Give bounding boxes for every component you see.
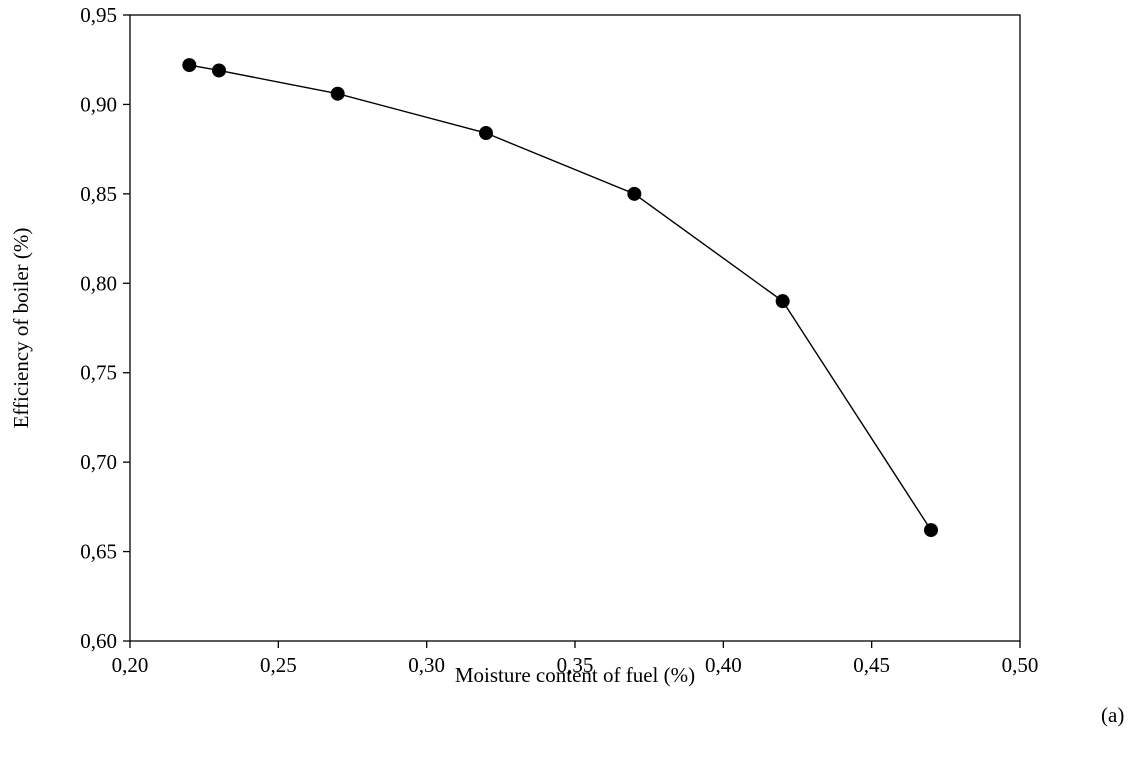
data-point — [924, 523, 938, 538]
y-tick-label: 0,95 — [80, 3, 117, 27]
y-tick-label: 0,90 — [80, 92, 117, 116]
x-tick-label: 0,50 — [1002, 653, 1039, 677]
x-tick-label: 0,35 — [557, 653, 594, 677]
data-point — [775, 294, 790, 309]
x-axis-ticks: 0,20 0,25 0,30 0,35 0,40 0,45 0,50 — [112, 641, 1039, 677]
x-axis-title: Moisture content of fuel (%) — [455, 663, 695, 687]
y-tick-label: 0,75 — [80, 361, 117, 385]
data-point — [627, 186, 642, 201]
y-tick-label: 0,85 — [80, 182, 117, 206]
x-tick-label: 0,25 — [260, 653, 297, 677]
series-line — [189, 64, 932, 531]
x-tick-label: 0,45 — [853, 653, 890, 677]
data-points — [182, 58, 938, 538]
y-tick-label: 0,65 — [80, 540, 117, 564]
panel-label: (a) — [1101, 703, 1124, 727]
data-point — [479, 126, 493, 141]
x-tick-label: 0,20 — [112, 653, 149, 677]
plot-frame — [129, 14, 1021, 642]
y-tick-label: 0,70 — [80, 450, 117, 474]
data-point — [330, 86, 345, 101]
data-point — [182, 58, 197, 73]
x-tick-label: 0,30 — [408, 653, 445, 677]
y-axis-ticks: 0,60 0,65 0,70 0,75 0,80 0,85 0,90 0,95 — [80, 3, 130, 653]
y-axis-title: Efficiency of boiler (%) — [9, 228, 33, 429]
x-tick-label: 0,40 — [705, 653, 742, 677]
y-tick-label: 0,80 — [80, 271, 117, 295]
y-tick-label: 0,60 — [80, 629, 117, 653]
data-point — [212, 63, 226, 78]
